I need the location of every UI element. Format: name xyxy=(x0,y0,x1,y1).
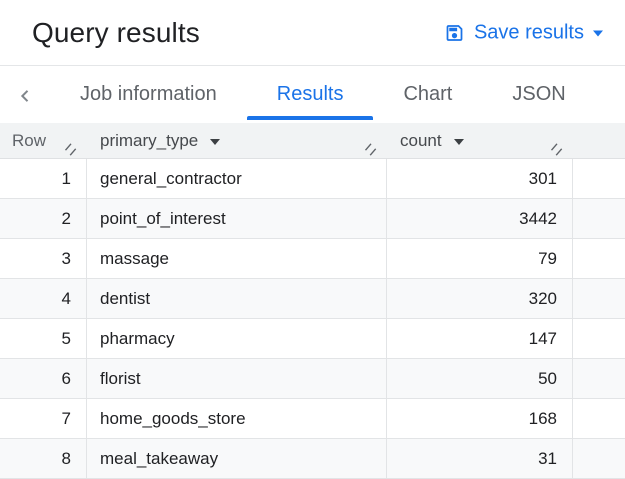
empty-cell xyxy=(573,359,625,398)
count-cell: 320 xyxy=(387,279,573,318)
count-cell: 3442 xyxy=(387,199,573,238)
column-resize-handle[interactable] xyxy=(364,143,378,156)
table-row: 3 massage 79 xyxy=(0,239,625,279)
chevron-left-icon xyxy=(15,84,35,106)
table-header-row: Row primary_type count xyxy=(0,123,625,159)
column-header-row: Row xyxy=(0,123,87,158)
column-resize-handle[interactable] xyxy=(64,143,78,156)
empty-cell xyxy=(573,399,625,438)
row-number-cell: 3 xyxy=(0,239,87,278)
page-title: Query results xyxy=(32,16,200,48)
count-cell: 50 xyxy=(387,359,573,398)
empty-cell xyxy=(573,239,625,278)
count-cell: 301 xyxy=(387,159,573,198)
results-tabs-bar: Job information Results Chart JSON xyxy=(0,66,625,123)
save-icon xyxy=(444,22,465,43)
primary-type-cell: home_goods_store xyxy=(87,399,387,438)
table-row: 7 home_goods_store 168 xyxy=(0,399,625,439)
empty-cell xyxy=(573,319,625,358)
results-header: Query results Save results xyxy=(0,0,625,66)
column-label: primary_type xyxy=(100,130,199,150)
tab-job-information[interactable]: Job information xyxy=(50,66,247,123)
row-number-cell: 8 xyxy=(0,439,87,478)
primary-type-cell: florist xyxy=(87,359,387,398)
row-number-cell: 7 xyxy=(0,399,87,438)
primary-type-cell: massage xyxy=(87,239,387,278)
tab-results[interactable]: Results xyxy=(246,66,374,123)
table-row: 4 dentist 320 xyxy=(0,279,625,319)
query-results-table: Row primary_type count xyxy=(0,123,625,479)
empty-cell xyxy=(573,159,625,198)
empty-cell xyxy=(573,199,625,238)
table-row: 6 florist 50 xyxy=(0,359,625,399)
count-cell: 147 xyxy=(387,319,573,358)
column-header-count: count xyxy=(387,123,573,158)
primary-type-cell: meal_takeaway xyxy=(87,439,387,478)
chevron-down-icon xyxy=(593,30,603,37)
count-cell: 31 xyxy=(387,439,573,478)
column-header-empty xyxy=(573,123,625,158)
row-number-cell: 2 xyxy=(0,199,87,238)
column-label: Row xyxy=(12,130,47,150)
table-row: 5 pharmacy 147 xyxy=(0,319,625,359)
column-header-primary-type: primary_type xyxy=(87,123,387,158)
primary-type-cell: pharmacy xyxy=(87,319,387,358)
primary-type-cell: general_contractor xyxy=(87,159,387,198)
column-menu-chevron-down-icon[interactable] xyxy=(453,139,464,145)
tab-label: Results xyxy=(276,83,344,105)
table-row: 8 meal_takeaway 31 xyxy=(0,439,625,479)
empty-cell xyxy=(573,279,625,318)
tab-label: Chart xyxy=(403,83,453,105)
save-results-label: Save results xyxy=(473,21,584,43)
count-cell: 79 xyxy=(387,239,573,278)
tab-chart[interactable]: Chart xyxy=(373,66,482,123)
count-cell: 168 xyxy=(387,399,573,438)
save-results-button[interactable]: Save results xyxy=(444,21,603,44)
row-number-cell: 6 xyxy=(0,359,87,398)
tab-json[interactable]: JSON xyxy=(482,66,595,123)
back-button[interactable] xyxy=(0,66,50,123)
row-number-cell: 5 xyxy=(0,319,87,358)
row-number-cell: 1 xyxy=(0,159,87,198)
primary-type-cell: point_of_interest xyxy=(87,199,387,238)
column-label: count xyxy=(400,130,442,150)
table-body: 1 general_contractor 301 2 point_of_inte… xyxy=(0,159,625,479)
tab-label: JSON xyxy=(512,83,566,105)
table-row: 2 point_of_interest 3442 xyxy=(0,199,625,239)
row-number-cell: 4 xyxy=(0,279,87,318)
table-row: 1 general_contractor 301 xyxy=(0,159,625,199)
column-resize-handle[interactable] xyxy=(550,143,564,156)
column-menu-chevron-down-icon[interactable] xyxy=(210,139,221,145)
primary-type-cell: dentist xyxy=(87,279,387,318)
tab-label: Job information xyxy=(80,83,217,105)
empty-cell xyxy=(573,439,625,478)
